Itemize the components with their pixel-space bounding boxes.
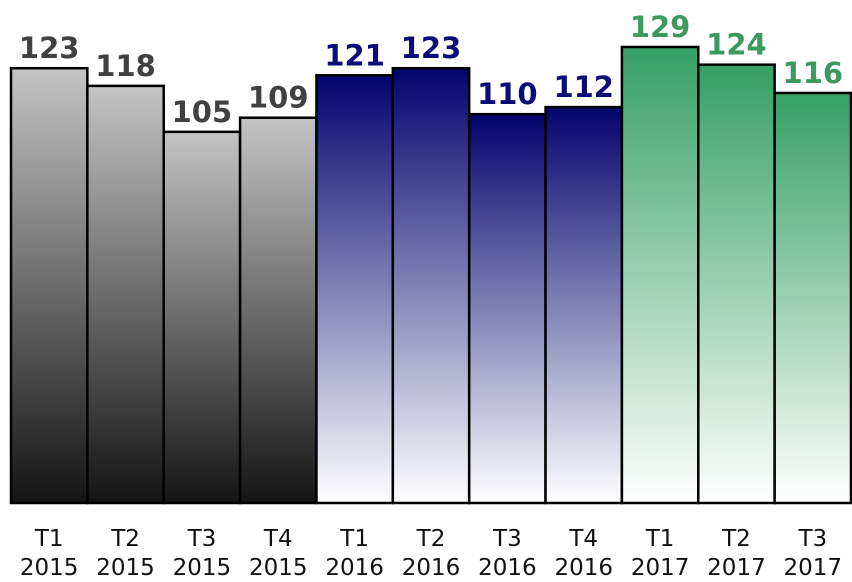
x-tick-label: T1 2017 bbox=[631, 526, 690, 581]
bar-t2-2016 bbox=[391, 66, 471, 505]
value-label: 110 bbox=[477, 77, 538, 111]
value-label: 123 bbox=[19, 31, 80, 65]
x-tick-label: T3 2015 bbox=[173, 526, 232, 581]
x-tick-label: T1 2015 bbox=[20, 526, 79, 581]
x-tick-label: T4 2016 bbox=[554, 526, 613, 581]
value-label: 109 bbox=[248, 81, 309, 115]
value-label: 121 bbox=[324, 38, 385, 72]
bar-t4-2015 bbox=[238, 116, 318, 505]
bar-t3-2015 bbox=[162, 130, 242, 505]
bar-t2-2017 bbox=[697, 63, 776, 505]
bar-t3-2016 bbox=[467, 112, 547, 505]
x-tick-label: T2 2015 bbox=[96, 526, 155, 581]
x-tick-label: T2 2017 bbox=[707, 526, 766, 581]
value-label: 129 bbox=[630, 10, 691, 44]
value-label: 124 bbox=[706, 28, 767, 62]
x-tick-label: T1 2016 bbox=[325, 526, 384, 581]
bar-t4-2016 bbox=[544, 105, 624, 505]
value-label: 112 bbox=[553, 70, 614, 104]
value-label: 105 bbox=[172, 95, 233, 129]
x-tick-labels-group: T1 2015 T2 2015 T3 2015 T4 2015 T1 2016 T2 2016 T3 20… bbox=[20, 526, 842, 581]
bar-t1-2015 bbox=[9, 66, 89, 505]
value-labels-group: 123 118 105 109 121 123 110 112 129 124 116 bbox=[19, 10, 843, 129]
bar-t2-2015 bbox=[86, 84, 165, 505]
x-tick-label: T4 2015 bbox=[249, 526, 308, 581]
bars-group bbox=[9, 45, 852, 505]
x-tick-label: T2 2016 bbox=[402, 526, 461, 581]
x-tick-label: T3 2016 bbox=[478, 526, 537, 581]
value-label: 123 bbox=[401, 31, 462, 65]
value-label: 116 bbox=[783, 56, 844, 90]
bar-t1-2017 bbox=[620, 45, 700, 505]
x-tick-label: T3 2017 bbox=[784, 526, 843, 581]
bar-t1-2016 bbox=[315, 74, 395, 505]
bar-t3-2017 bbox=[773, 91, 852, 505]
value-label: 118 bbox=[95, 49, 156, 83]
